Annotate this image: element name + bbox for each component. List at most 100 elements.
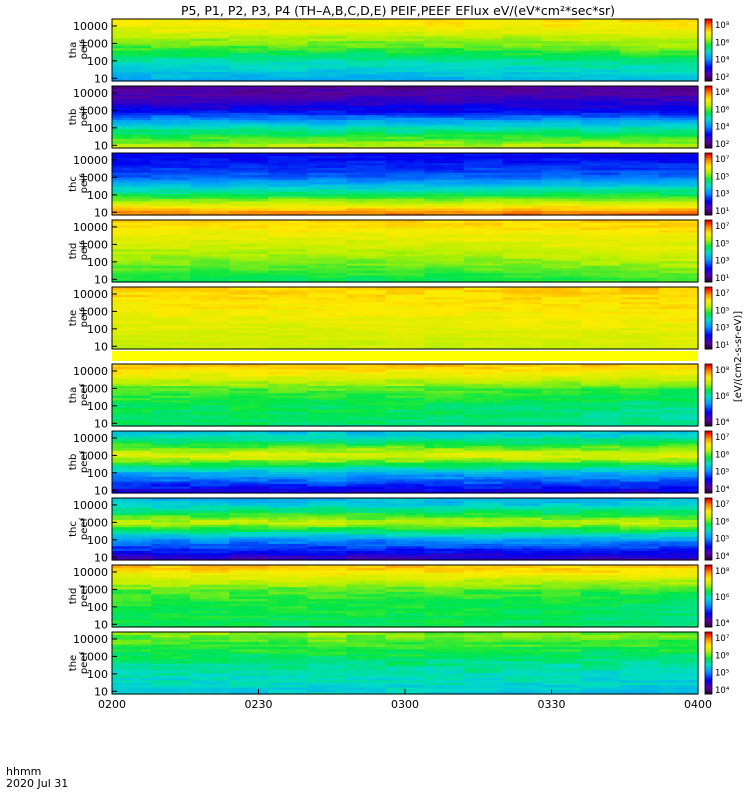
heatmap-cell (151, 169, 162, 173)
heatmap-cell (258, 52, 269, 56)
heatmap-cell (287, 126, 299, 130)
heatmap-cell (561, 145, 572, 149)
heatmap-cell (414, 19, 426, 22)
heatmap-cell (658, 57, 670, 61)
heatmap-cell (492, 33, 504, 37)
heatmap-cell (346, 126, 357, 130)
heatmap-cell (414, 88, 426, 92)
heatmap-cell (336, 107, 347, 111)
heatmap-cell (336, 105, 347, 109)
heatmap-cell (375, 61, 387, 65)
heatmap-cell (278, 38, 289, 42)
heatmap-cell (629, 95, 640, 99)
heatmap-cell (522, 86, 533, 89)
heatmap-cell (375, 133, 387, 137)
heatmap-cell (629, 23, 640, 27)
heatmap-cell (610, 19, 621, 22)
heatmap-cell (541, 93, 553, 97)
heatmap-cell (502, 61, 514, 65)
heatmap-cell (395, 105, 406, 109)
heatmap-cell (463, 107, 474, 111)
heatmap-cell (512, 64, 523, 68)
heatmap-cell (678, 117, 689, 120)
heatmap-cell (629, 145, 640, 149)
heatmap-cell (668, 114, 680, 118)
heatmap-cell (619, 54, 631, 58)
heatmap-cell (131, 26, 142, 30)
heatmap-cell (541, 128, 553, 132)
heatmap-cell (561, 102, 572, 106)
heatmap-cell (610, 119, 621, 123)
heatmap-cell (141, 57, 152, 61)
heatmap-cell (639, 95, 650, 99)
heatmap-cell (131, 78, 142, 82)
heatmap-cell (229, 205, 240, 209)
heatmap-cell (678, 61, 689, 65)
heatmap-cell (287, 28, 299, 32)
heatmap-cell (629, 143, 640, 147)
heatmap-cell (375, 76, 387, 80)
heatmap-cell (561, 138, 572, 142)
heatmap-cell (502, 121, 514, 125)
heatmap-cell (492, 47, 504, 51)
heatmap-cell (268, 145, 279, 149)
heatmap-cell (405, 93, 416, 97)
heatmap-cell (619, 93, 631, 97)
heatmap-cell (365, 145, 377, 149)
heatmap-cell (356, 26, 367, 30)
heatmap-cell (444, 109, 455, 113)
heatmap-cell (405, 131, 416, 135)
heatmap-cell (199, 143, 211, 147)
heatmap-cell (199, 195, 211, 199)
heatmap-cell (229, 140, 240, 144)
colorbar-segment (705, 118, 712, 121)
heatmap-cell (112, 21, 123, 25)
heatmap-cell (112, 50, 123, 53)
heatmap-cell (502, 73, 514, 77)
heatmap-cell (619, 107, 631, 111)
heatmap-cell (492, 59, 504, 63)
heatmap-cell (561, 45, 572, 49)
heatmap-cell (453, 114, 465, 118)
heatmap-cell (629, 90, 640, 94)
heatmap-cell (356, 78, 367, 82)
heatmap-cell (444, 45, 455, 49)
heatmap-cell (512, 138, 523, 142)
heatmap-cell (424, 28, 435, 32)
heatmap-cell (551, 143, 562, 147)
heatmap-cell (326, 109, 338, 113)
heatmap-cell (688, 26, 699, 30)
heatmap-cell (649, 28, 660, 32)
heatmap-cell (463, 42, 474, 46)
heatmap-cell (512, 38, 523, 42)
heatmap-cell (571, 102, 582, 106)
heatmap-cell (483, 133, 494, 137)
heatmap-cell (688, 38, 699, 42)
panel-frame (111, 85, 699, 149)
heatmap-cell (639, 88, 650, 92)
heatmap-cell (453, 109, 465, 113)
heatmap-cell (229, 107, 240, 111)
heatmap-cell (385, 88, 396, 92)
heatmap-cell (356, 100, 367, 104)
heatmap-cell (658, 114, 670, 118)
heatmap-cell (434, 19, 445, 22)
heatmap-cell (229, 95, 240, 99)
heatmap-cell (160, 78, 172, 82)
heatmap-cell (326, 88, 338, 92)
heatmap-cell (287, 50, 299, 53)
heatmap-cell (678, 121, 689, 125)
heatmap-cell (268, 52, 279, 56)
heatmap-cell (268, 131, 279, 135)
heatmap-cell (199, 109, 211, 113)
heatmap-cell (385, 107, 396, 111)
heatmap-cell (405, 73, 416, 77)
colorbar-segment (705, 103, 712, 106)
heatmap-cell (463, 102, 474, 106)
heatmap-cell (160, 23, 172, 27)
heatmap-cell (434, 112, 445, 116)
heatmap-cell (229, 45, 240, 49)
heatmap-cell (180, 109, 191, 113)
heatmap-cell (463, 131, 474, 135)
